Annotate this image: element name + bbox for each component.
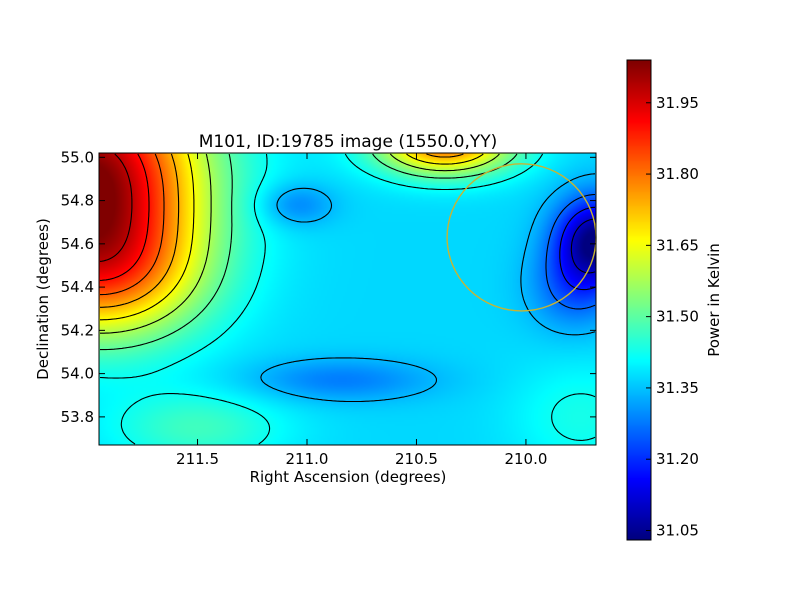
colorbar-tick-label: 31.05 — [656, 521, 699, 539]
x-axis-label: Right Ascension (degrees) — [250, 468, 447, 486]
colorbar-label: Power in Kelvin — [705, 243, 723, 357]
contour-line-0 — [570, 218, 596, 274]
y-tick-label: 54.6 — [61, 235, 94, 253]
contour-line-7 — [100, 153, 484, 321]
x-tick-label: 210.0 — [504, 450, 547, 468]
x-tick-label: 211.5 — [176, 450, 219, 468]
y-tick-label: 54.4 — [61, 278, 94, 296]
chart-title: M101, ID:19785 image (1550.0,YY) — [199, 132, 498, 152]
colorbar-frame — [626, 59, 652, 541]
colorbar-tick-label: 31.20 — [656, 450, 699, 468]
colorbar-ticks: 31.05 31.20 31.35 31.50 31.65 31.80 31.95 — [646, 94, 699, 539]
contour-line-11 — [99, 153, 133, 262]
y-axis: 53.8 54.0 54.2 54.4 54.6 54.8 55.0 — [61, 148, 596, 426]
y-tick-label: 54.0 — [61, 365, 94, 383]
contour-line-9 — [100, 153, 165, 296]
colorbar: 31.05 31.20 31.35 31.50 31.65 31.80 31.95 Powe… — [626, 59, 723, 541]
y-tick-label: 54.8 — [61, 192, 94, 210]
x-tick-label: 211.0 — [286, 450, 329, 468]
heatmap-image — [99, 153, 596, 445]
contour-lines — [99, 153, 596, 445]
x-tick-label: 210.5 — [395, 450, 438, 468]
contour-line-3 — [260, 173, 596, 403]
colorbar-gradient — [627, 60, 651, 540]
contour-line-5 — [100, 153, 518, 351]
y-axis-label: Declination (degrees) — [34, 218, 52, 380]
y-tick-label: 54.2 — [61, 321, 94, 339]
colorbar-tick-label: 31.95 — [656, 94, 699, 112]
colorbar-tick-label: 31.80 — [656, 165, 699, 183]
colorbar-tick-label: 31.50 — [656, 308, 699, 326]
contour-line-4 — [99, 153, 596, 445]
colorbar-tick-label: 31.35 — [656, 379, 699, 397]
plot-area — [98, 152, 597, 446]
contour-line-10 — [99, 153, 150, 281]
contour-line-2 — [545, 193, 596, 310]
y-tick-label: 53.8 — [61, 408, 94, 426]
contour-line-6 — [100, 153, 500, 334]
contour-line-8 — [100, 153, 464, 308]
y-tick-label: 55.0 — [61, 148, 94, 166]
x-axis: 211.5 211.0 210.5 210.0 — [176, 153, 547, 468]
colorbar-tick-label: 31.65 — [656, 236, 699, 254]
plot-frame — [98, 152, 597, 446]
